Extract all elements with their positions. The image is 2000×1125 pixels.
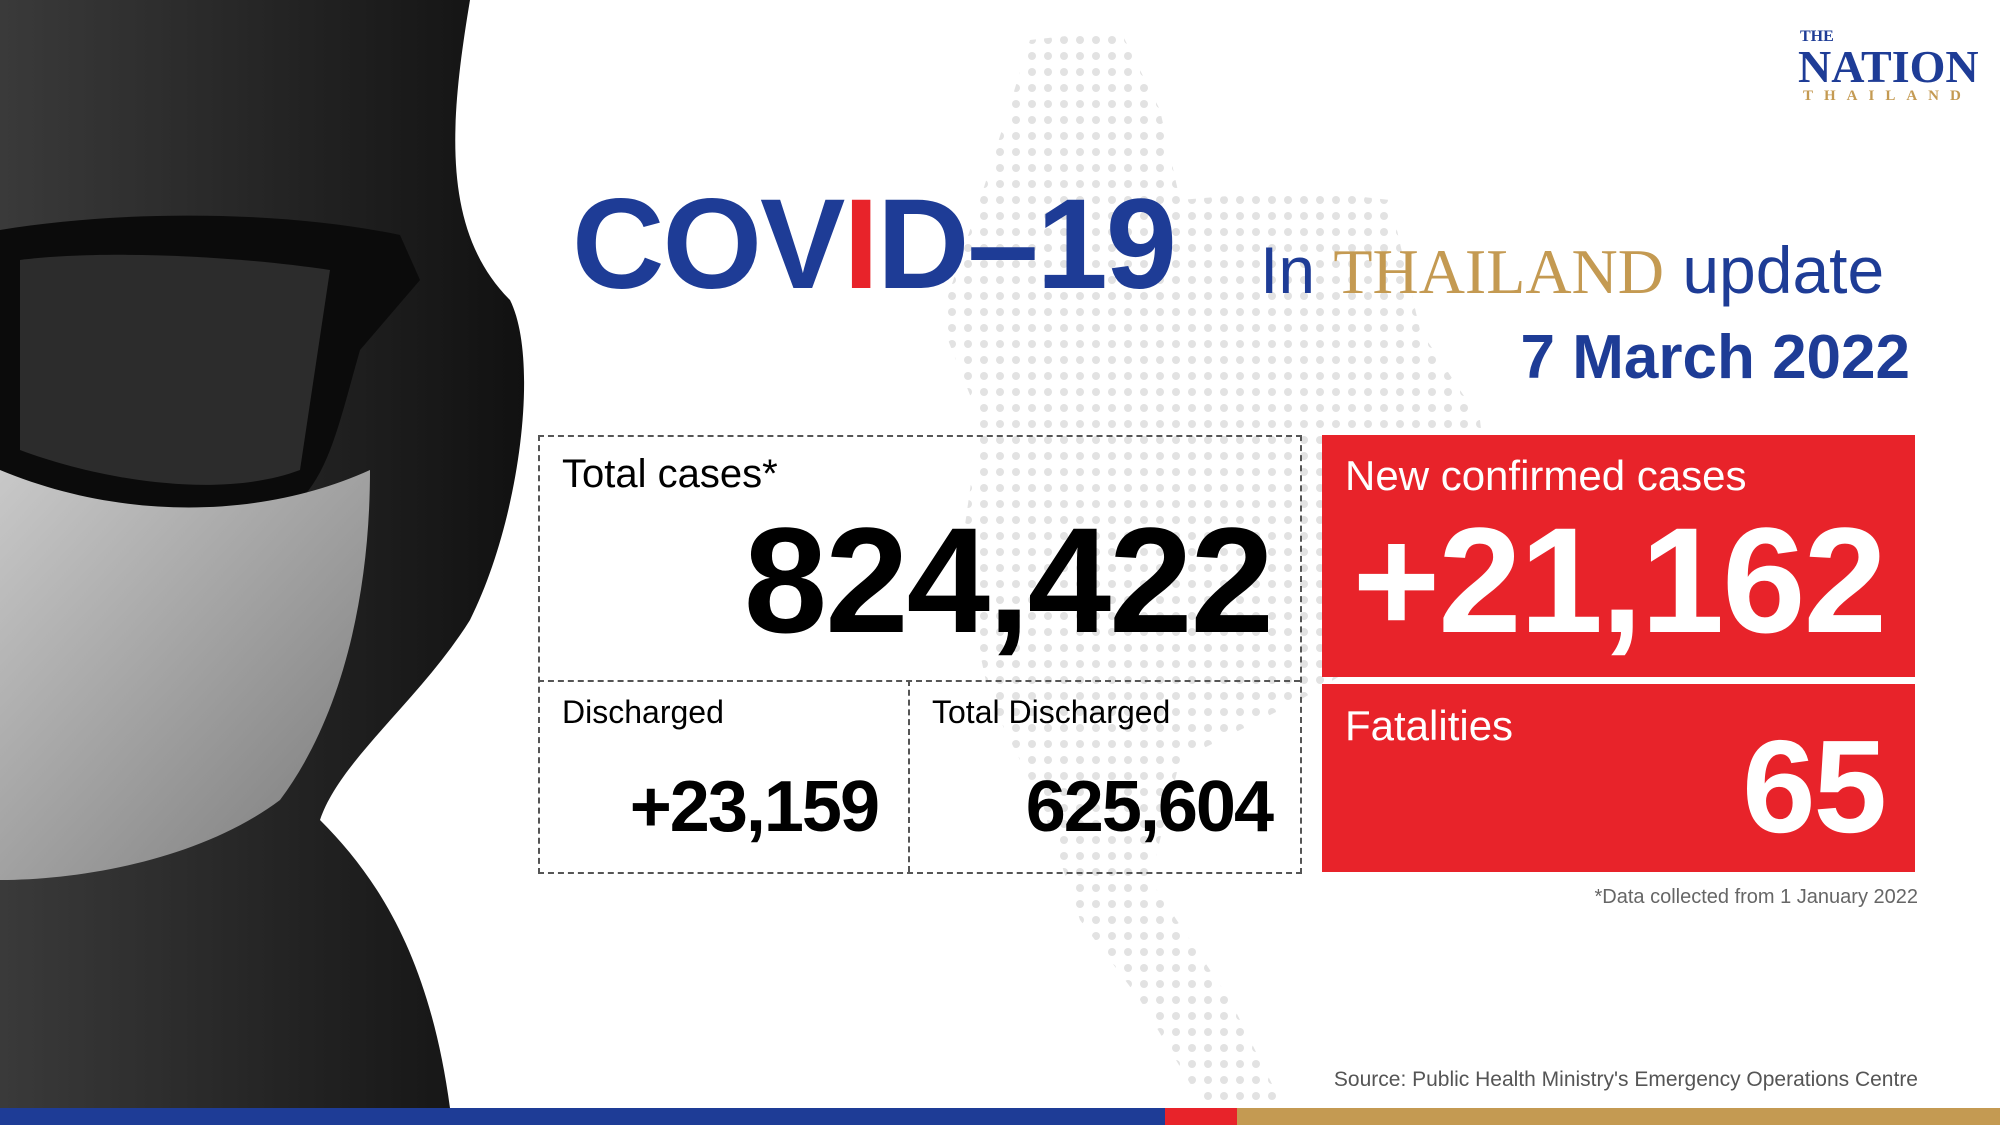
value: 625,604	[1025, 767, 1274, 847]
divider	[538, 680, 1300, 682]
label: New confirmed cases	[1345, 452, 1747, 499]
label: Fatalities	[1345, 702, 1514, 749]
date: 7 March 2022	[1520, 323, 1910, 392]
logo-name: NATION	[1798, 41, 1979, 92]
label: Total Discharged	[932, 694, 1171, 730]
title-part: D–19	[876, 173, 1177, 316]
label: Total cases*	[562, 452, 778, 496]
mask	[0, 470, 370, 880]
new-cases-box	[1322, 435, 1915, 677]
subtitle-country: THAILAND	[1333, 236, 1664, 307]
logo-country: THAILAND	[1803, 88, 1972, 104]
subtitle-in: In	[1260, 233, 1316, 307]
divider	[908, 680, 910, 872]
bottom-bar	[1165, 1108, 1237, 1125]
title-part: I	[843, 173, 879, 316]
title-part: COV	[572, 173, 845, 316]
subtitle: In THAILAND update	[1260, 230, 1884, 312]
bottom-bar	[0, 1108, 1165, 1125]
bottom-bar	[1237, 1108, 2000, 1125]
value: +21,162	[1352, 496, 1887, 664]
value: 65	[1742, 713, 1887, 860]
source: Source: Public Health Ministry's Emergen…	[1333, 1068, 1918, 1091]
fatalities-box	[1322, 684, 1915, 872]
label: Discharged	[562, 694, 724, 730]
title: COVID–19	[572, 180, 1177, 310]
value: 824,422	[743, 496, 1274, 664]
logo-top: THE	[1800, 28, 1834, 45]
footnote: *Data collected from 1 January 2022	[1594, 886, 1918, 908]
value: +23,159	[629, 767, 880, 847]
subtitle-update: update	[1682, 233, 1885, 307]
stats-box	[538, 435, 1302, 874]
